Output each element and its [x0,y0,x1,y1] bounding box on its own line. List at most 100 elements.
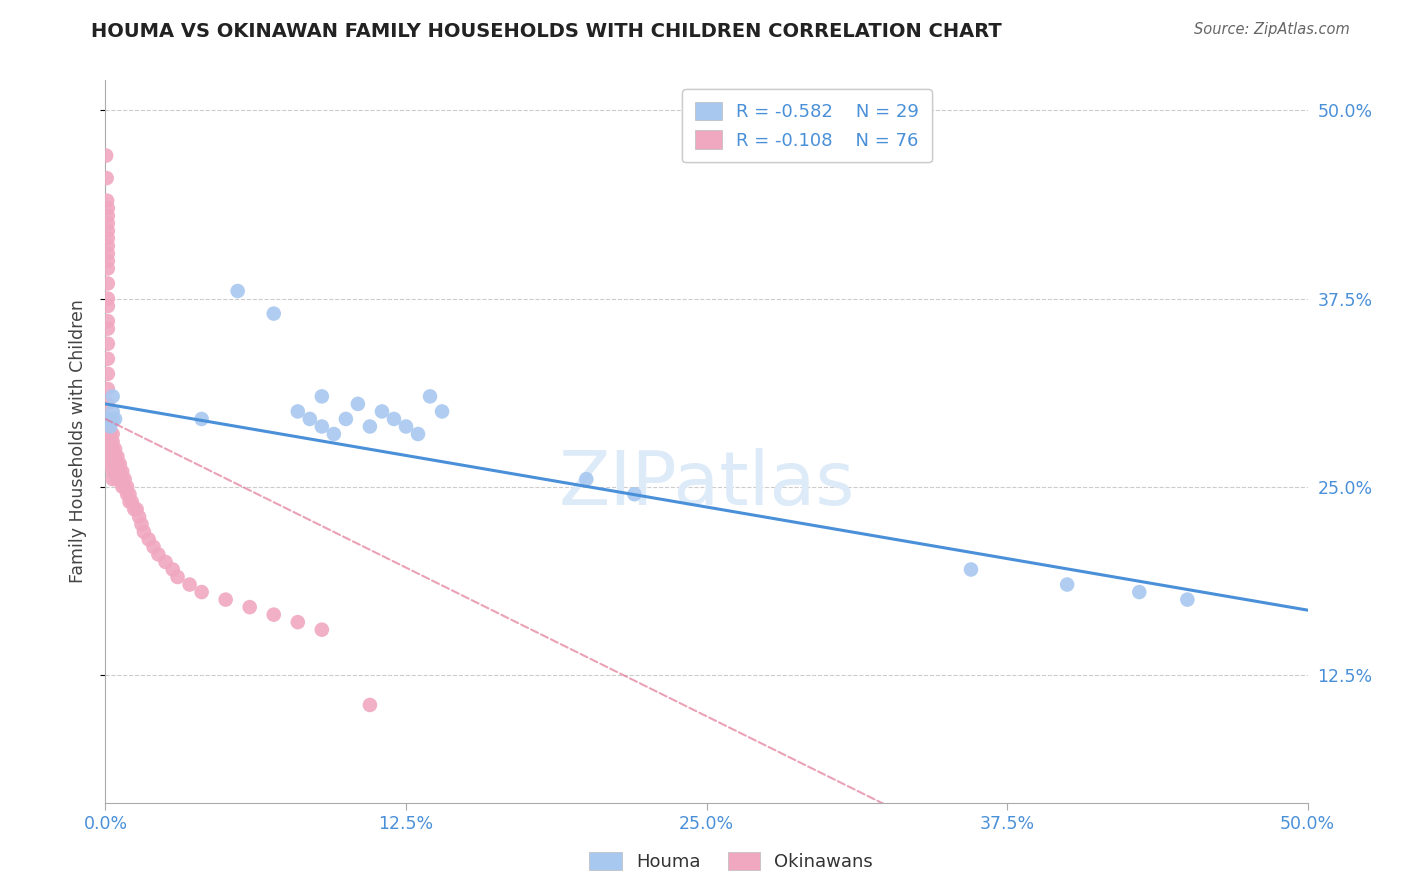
Point [395,419,418,434]
Point [107,472,129,486]
Point [1177,592,1199,607]
Point [114,472,136,486]
Point [97,292,120,306]
Point [142,540,165,554]
Point [239,600,262,615]
Point [97,382,120,396]
Point [101,442,124,456]
Point [101,389,124,403]
Point [96,194,118,208]
Point [190,412,212,426]
Point [114,480,136,494]
Point [263,607,285,622]
Point [98,450,121,464]
Point [347,397,370,411]
Point [118,487,141,501]
Point [101,404,124,418]
Point [101,450,124,464]
Point [131,517,153,532]
Point [96,171,118,186]
Point [263,307,285,321]
Point [406,427,429,442]
Point [371,404,394,418]
Point [575,472,598,486]
Point [104,457,127,471]
Point [97,201,120,215]
Legend: R = -0.582    N = 29, R = -0.108    N = 76: R = -0.582 N = 29, R = -0.108 N = 76 [682,89,932,162]
Point [155,555,177,569]
Point [97,239,120,253]
Point [97,351,120,366]
Point [108,457,131,471]
Point [162,562,184,576]
Point [311,419,333,434]
Point [98,434,121,449]
Legend: Houma, Okinawans: Houma, Okinawans [582,845,880,879]
Point [125,502,148,516]
Point [104,412,127,426]
Point [623,487,645,501]
Text: Source: ZipAtlas.com: Source: ZipAtlas.com [1194,22,1350,37]
Point [298,412,321,426]
Point [335,412,357,426]
Point [97,336,120,351]
Point [97,216,120,230]
Point [98,442,121,456]
Point [1128,585,1150,599]
Point [124,502,146,516]
Point [1056,577,1078,591]
Point [104,442,127,456]
Point [101,412,124,426]
Point [111,465,134,479]
Point [179,577,201,591]
Point [108,465,131,479]
Point [359,698,381,712]
Point [97,367,120,381]
Point [382,412,405,426]
Point [107,465,129,479]
Point [287,615,309,630]
Point [97,253,120,268]
Point [111,480,134,494]
Point [101,465,124,479]
Point [138,533,160,547]
Text: ZIPatlas: ZIPatlas [558,449,855,522]
Point [311,623,333,637]
Point [287,404,309,418]
Point [359,419,381,434]
Point [97,412,120,426]
Point [97,314,120,328]
Point [97,231,120,245]
Point [97,397,120,411]
Point [166,570,188,584]
Point [132,524,155,539]
Point [115,480,138,494]
Point [107,450,129,464]
Point [98,419,121,434]
Point [101,472,124,486]
Point [104,450,127,464]
Point [190,585,212,599]
Point [101,457,124,471]
Point [107,457,129,471]
Point [121,494,143,508]
Point [111,472,134,486]
Point [97,299,120,313]
Point [214,592,236,607]
Point [226,284,249,298]
Point [115,487,138,501]
Point [128,509,150,524]
Point [430,404,453,418]
Point [97,412,120,426]
Point [322,427,344,442]
Point [97,209,120,223]
Point [98,457,121,471]
Point [97,277,120,291]
Point [98,419,121,434]
Point [118,494,141,508]
Point [311,389,333,403]
Point [97,321,120,335]
Text: HOUMA VS OKINAWAN FAMILY HOUSEHOLDS WITH CHILDREN CORRELATION CHART: HOUMA VS OKINAWAN FAMILY HOUSEHOLDS WITH… [91,22,1002,41]
Point [108,472,131,486]
Point [97,261,120,276]
